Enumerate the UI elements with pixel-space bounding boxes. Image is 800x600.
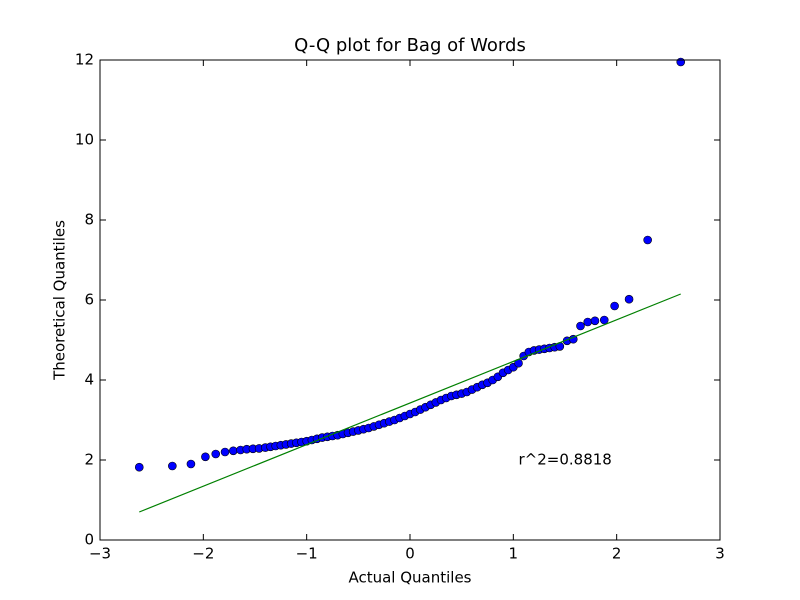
point — [676, 57, 686, 67]
point — [599, 315, 609, 325]
point — [186, 459, 196, 469]
y-tick-label: 10 — [75, 131, 94, 149]
y-tick-label: 12 — [75, 51, 94, 69]
point — [211, 449, 221, 459]
point — [610, 301, 619, 311]
x-axis-label: Actual Quantiles — [348, 569, 471, 587]
point — [134, 462, 144, 472]
annotation: r^2=0.8818 — [519, 451, 612, 469]
x-tick-label: 3 — [715, 545, 725, 563]
y-tick-label: 8 — [84, 211, 94, 229]
x-tick-label: 2 — [612, 545, 622, 563]
point — [576, 321, 585, 331]
fit-line — [139, 293, 681, 513]
plot-frame — [99, 59, 721, 541]
y-tick-label: 2 — [84, 451, 94, 469]
x-tick-label: −3 — [89, 545, 111, 563]
y-tick-label: 6 — [84, 291, 94, 309]
point — [201, 452, 210, 462]
x-tick-label: 0 — [405, 545, 415, 563]
point — [168, 461, 177, 471]
point — [583, 317, 593, 327]
y-axis-label: Theoretical Quantiles — [51, 220, 69, 381]
x-tick-label: −2 — [192, 545, 214, 563]
y-tick-label: 0 — [84, 531, 94, 549]
chart-title: Q-Q plot for Bag of Words — [294, 35, 526, 56]
point — [643, 235, 652, 245]
point — [220, 447, 230, 457]
x-tick-label: −1 — [296, 545, 318, 563]
x-tick-label: 1 — [509, 545, 519, 563]
y-tick-label: 4 — [84, 371, 94, 389]
point — [229, 446, 238, 456]
point — [624, 294, 634, 304]
point — [590, 316, 600, 326]
